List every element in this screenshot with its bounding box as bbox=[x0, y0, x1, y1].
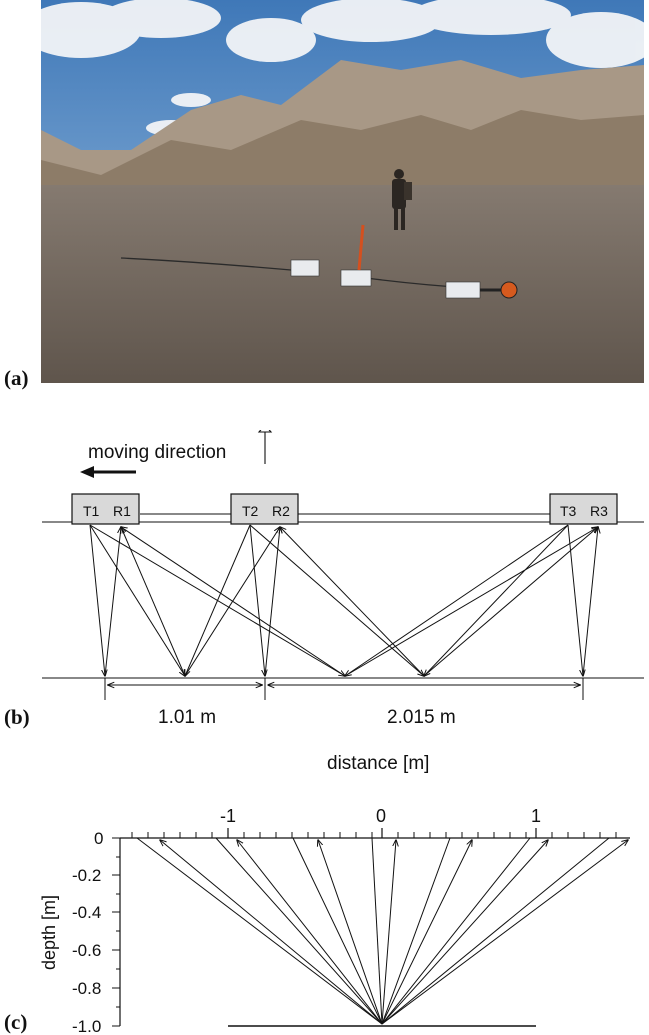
unit-3-receiver: R3 bbox=[590, 503, 608, 519]
unit-2-transmitter: T2 bbox=[242, 503, 259, 519]
y-tick-label-10: -1.0 bbox=[72, 1017, 101, 1034]
x-tick-label-0: 0 bbox=[376, 806, 386, 826]
ray-paths bbox=[136, 837, 610, 1025]
unit-3-transmitter: T3 bbox=[560, 503, 577, 519]
array-geometry-figure: moving direction T1 R1 T2 R2 T3 R3 bbox=[42, 430, 644, 728]
unit-1-transmitter: T1 bbox=[83, 503, 100, 519]
ray-geometry-figure: distance [m] -1 0 1 bbox=[39, 753, 630, 1034]
dimension-label-1: 1.01 m bbox=[158, 707, 216, 728]
unit-1-receiver: R1 bbox=[113, 503, 131, 519]
y-tick-label-06: -0.6 bbox=[72, 941, 101, 960]
antenna-unit-1: T1 R1 bbox=[71, 493, 140, 525]
y-tick-label-0: 0 bbox=[94, 829, 103, 848]
antenna-unit-2: T2 R2 bbox=[230, 493, 299, 525]
direction-label: moving direction bbox=[88, 442, 226, 463]
ray-paths bbox=[89, 524, 598, 676]
y-ticks bbox=[112, 837, 120, 1027]
panel-label-b: (b) bbox=[4, 705, 30, 729]
x-minor-ticks bbox=[131, 832, 617, 838]
field-photo bbox=[41, 0, 644, 383]
panel-label-c: (c) bbox=[4, 1010, 28, 1034]
y-tick-label-02: -0.2 bbox=[72, 866, 101, 885]
dimension-lines bbox=[104, 678, 584, 700]
panel-label-a: (a) bbox=[4, 366, 29, 390]
dimension-label-2: 2.015 m bbox=[387, 707, 456, 728]
y-tick-label-04: -0.4 bbox=[72, 903, 101, 922]
x-tick-label-neg1: -1 bbox=[220, 806, 236, 826]
x-major-ticks bbox=[227, 828, 537, 838]
gps-antenna-icon bbox=[257, 430, 273, 464]
antenna-unit-3: T3 R3 bbox=[549, 493, 618, 525]
x-axis-label: distance [m] bbox=[327, 753, 429, 774]
y-tick-label-08: -0.8 bbox=[72, 979, 101, 998]
ray-paths-up bbox=[160, 840, 628, 1025]
unit-2-receiver: R2 bbox=[272, 503, 290, 519]
direction-arrow-head bbox=[80, 466, 94, 478]
y-axis-label: depth [m] bbox=[39, 895, 59, 970]
x-tick-label-1: 1 bbox=[531, 806, 541, 826]
